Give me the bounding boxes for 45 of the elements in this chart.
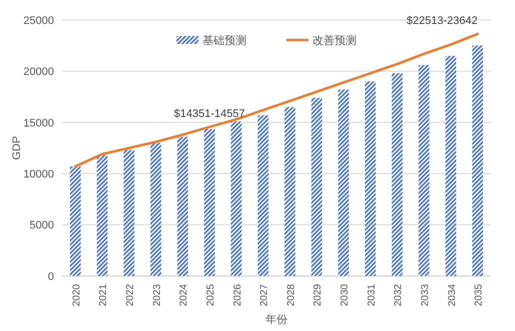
x-tick-label: 2020 — [71, 284, 82, 306]
x-tick-label: 2032 — [393, 284, 404, 306]
annotation: $22513-23642 — [406, 14, 478, 27]
annotation: $14351-14557 — [174, 108, 245, 120]
y-tick-label: 5000 — [30, 220, 54, 232]
x-tick-label: 2023 — [152, 284, 163, 306]
bar — [230, 121, 242, 276]
bar — [124, 150, 134, 276]
bar — [472, 45, 483, 276]
bar — [96, 155, 108, 276]
x-tick-label: 2030 — [340, 284, 351, 306]
y-tick-label: 15000 — [23, 117, 54, 130]
x-tick-label: 2035 — [474, 284, 485, 306]
bar — [204, 129, 215, 276]
y-tick-label: 25000 — [23, 14, 54, 27]
x-tick-label: 2027 — [259, 284, 270, 306]
x-tick-label: 2024 — [178, 284, 190, 306]
line-series — [74, 32, 479, 168]
x-tick-label: 2021 — [98, 284, 110, 306]
bar — [311, 98, 322, 276]
x-tick-label: 2029 — [312, 284, 324, 306]
bar — [418, 65, 430, 276]
x-axis-title: 年份 — [266, 314, 288, 326]
x-tick-label: 2031 — [366, 284, 378, 306]
x-tick-label: 2026 — [232, 284, 244, 306]
x-tick-label: 2022 — [125, 284, 136, 306]
bar — [445, 56, 456, 276]
bar — [177, 136, 188, 276]
x-tick-label: 2025 — [205, 284, 216, 306]
y-tick-label: 10000 — [23, 168, 54, 180]
bar — [392, 73, 403, 276]
bar — [150, 142, 162, 276]
x-tick-label: 2028 — [286, 284, 297, 306]
y-tick-label: 0 — [48, 270, 54, 283]
bar — [70, 166, 81, 276]
bar — [364, 81, 376, 276]
x-tick-label: 2034 — [446, 284, 458, 306]
legend-label: 基础预测 — [202, 34, 246, 47]
bar — [258, 115, 268, 276]
y-axis-title: GDP — [11, 136, 23, 160]
y-tick-label: 20000 — [23, 66, 54, 78]
bar — [338, 90, 349, 276]
bar — [284, 107, 296, 276]
x-tick-label: 2033 — [420, 284, 431, 306]
legend-label: 改善预测 — [312, 34, 356, 47]
